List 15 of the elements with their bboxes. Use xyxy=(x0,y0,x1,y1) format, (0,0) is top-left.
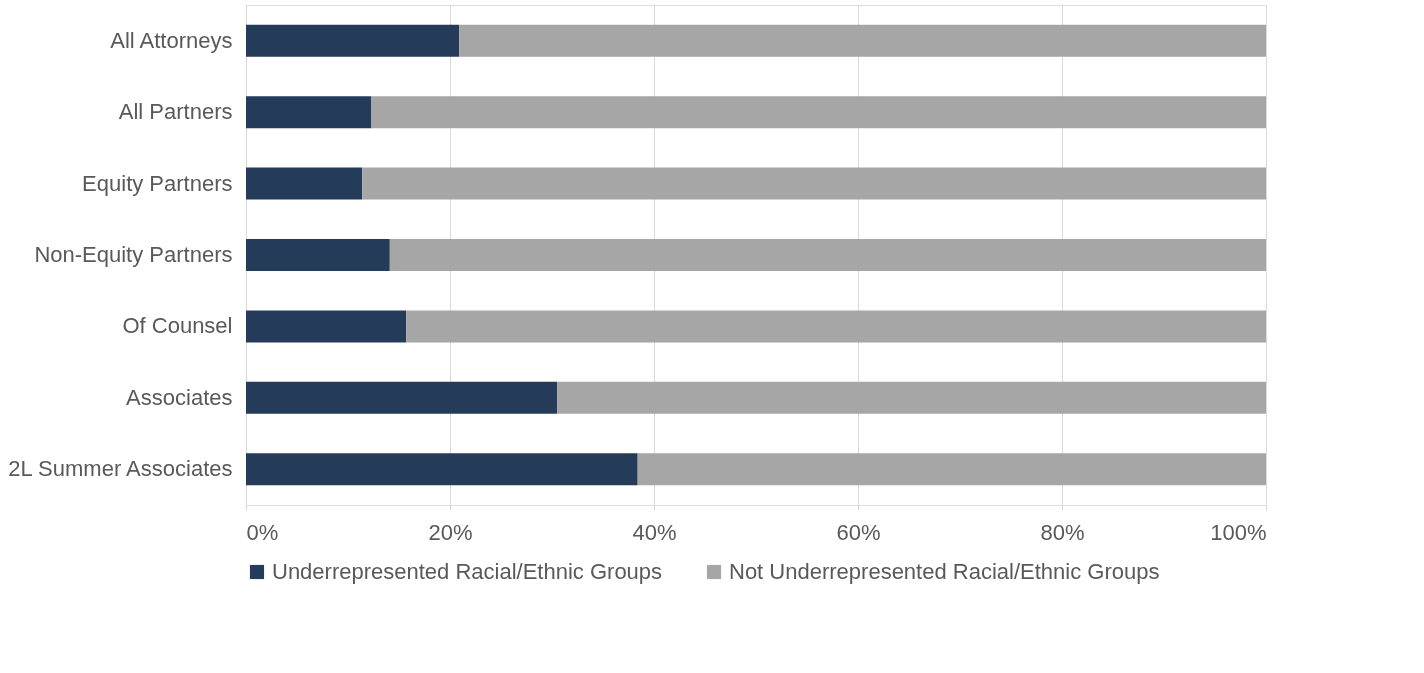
y-tick-label: All Attorneys xyxy=(110,27,233,53)
x-tick-label: 40% xyxy=(632,519,677,545)
legend-label: Underrepresented Racial/Ethnic Groups xyxy=(272,559,663,584)
y-tick-label: Non-Equity Partners xyxy=(34,242,233,267)
y-tick-label: Equity Partners xyxy=(82,170,233,196)
y-tick-label: 2L Summer Associates xyxy=(8,456,233,482)
y-tick-label: Of Counsel xyxy=(122,313,233,339)
x-tick-label: 0% xyxy=(246,519,279,545)
y-tick-label: Associates xyxy=(126,384,233,410)
x-tick-label: 100% xyxy=(1210,519,1267,545)
legend-label: Not Underrepresented Racial/Ethnic Groups xyxy=(729,559,1160,584)
x-tick-label: 80% xyxy=(1040,519,1085,545)
y-tick-label: All Partners xyxy=(118,99,233,125)
x-tick-label: 60% xyxy=(836,519,881,545)
x-tick-label: 20% xyxy=(428,519,473,545)
